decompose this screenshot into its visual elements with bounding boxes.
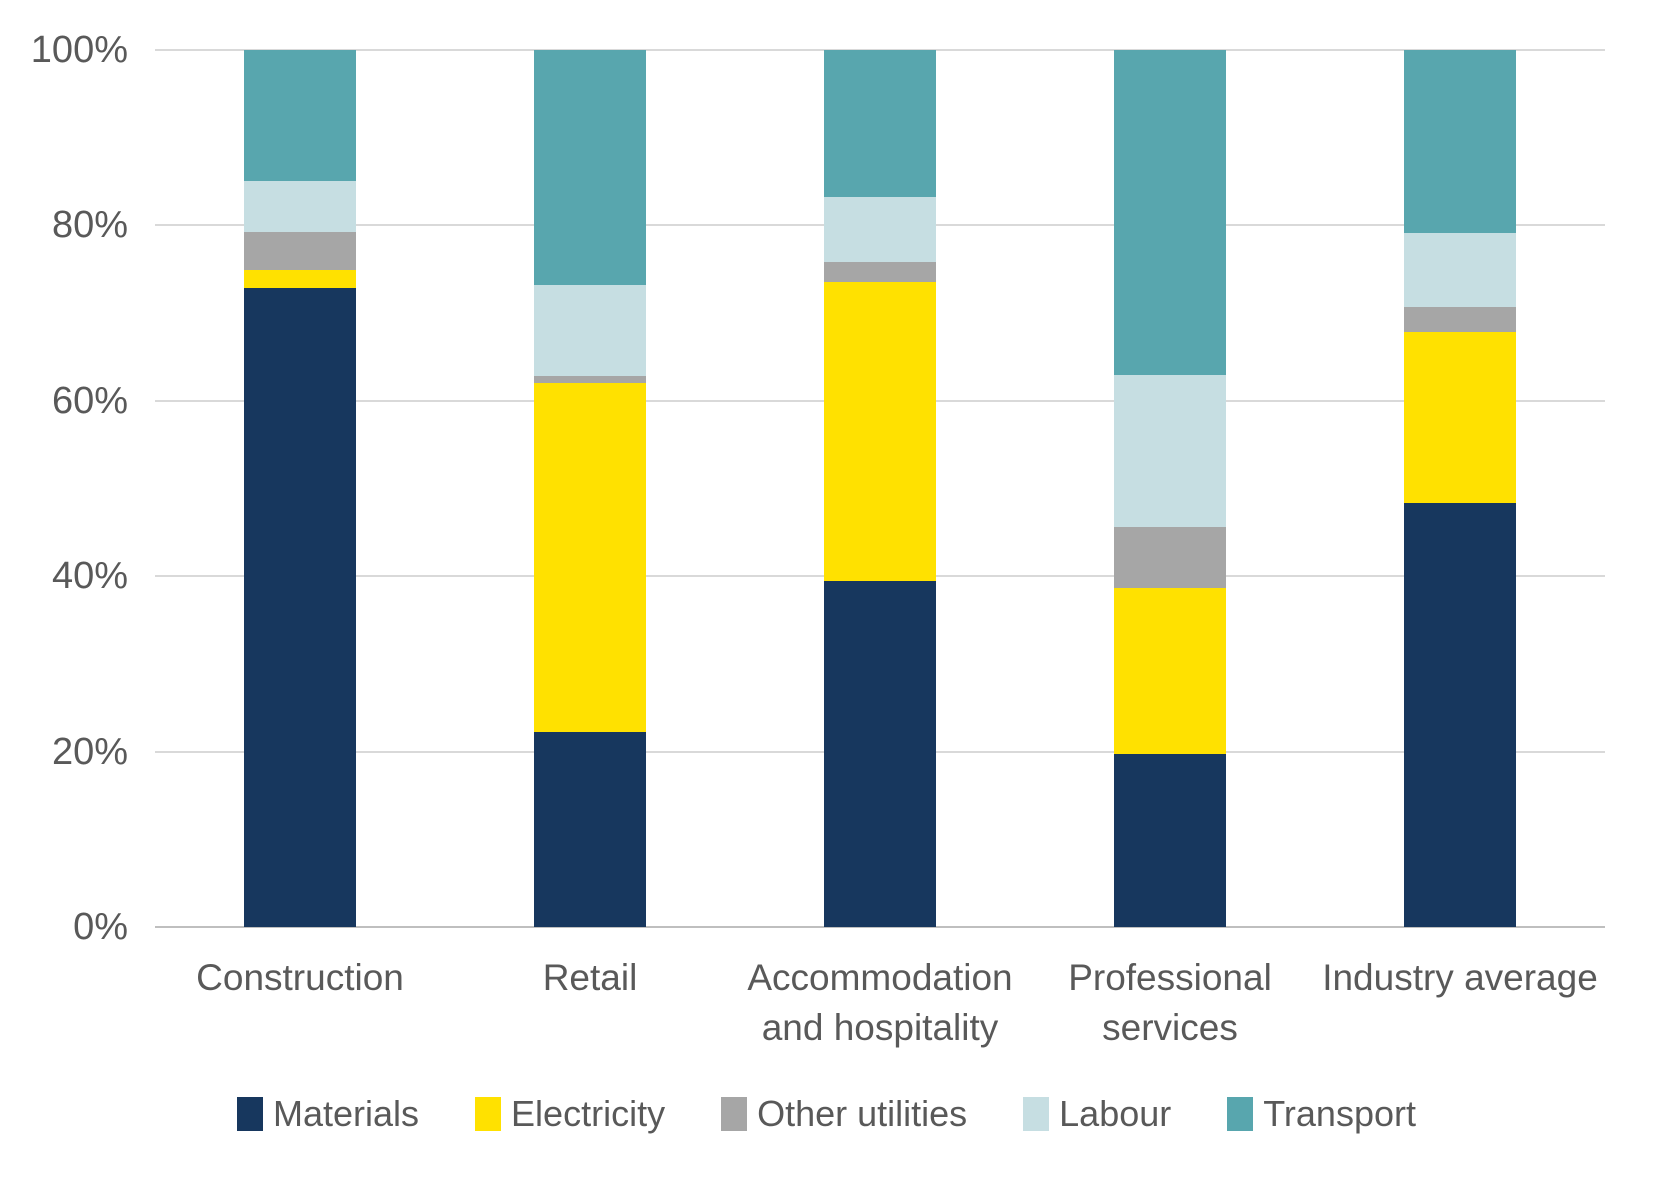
segment-other-utilities (824, 262, 936, 283)
segment-materials (244, 287, 356, 927)
segment-electricity (534, 383, 646, 733)
segment-transport (824, 50, 936, 197)
y-tick-label-20: 20% (51, 730, 128, 773)
y-tick-label-100: 100% (30, 29, 128, 71)
legend-label: Labour (1059, 1093, 1172, 1134)
segment-other-utilities (534, 376, 646, 384)
segment-electricity (1114, 588, 1226, 755)
bar-professional-services (1114, 50, 1226, 927)
segment-other-utilities (1114, 527, 1226, 589)
segment-materials (824, 581, 936, 927)
segment-transport (244, 50, 356, 181)
bar-industry-average (1404, 50, 1516, 927)
legend-swatch-icon (1227, 1097, 1254, 1131)
legend-label: Other utilities (757, 1093, 968, 1134)
y-tick-label-60: 60% (51, 379, 128, 422)
chart-legend: Materials Electricity Other utilities Labou… (0, 1096, 1653, 1132)
segment-labour (1114, 374, 1226, 528)
legend-item-other-utilities: Other utilities (721, 1096, 967, 1132)
x-category-label: Professional services (1068, 957, 1272, 1048)
x-category-label: Retail (542, 957, 638, 998)
bar-accommodation-and-hospitality (824, 50, 936, 927)
y-tick-label-40: 40% (51, 555, 128, 598)
legend-label: Transport (1263, 1093, 1416, 1134)
segment-labour (244, 180, 356, 233)
legend-swatch-icon (475, 1097, 502, 1131)
segment-materials (1404, 502, 1516, 927)
segment-electricity (824, 282, 936, 582)
legend-label: Electricity (511, 1093, 666, 1134)
segment-other-utilities (1404, 307, 1516, 332)
segment-transport (534, 50, 646, 286)
legend-swatch-icon (237, 1097, 263, 1131)
legend-item-electricity: Electricity (475, 1096, 665, 1132)
bar-construction (244, 50, 356, 927)
legend-item-labour: Labour (1023, 1096, 1171, 1132)
segment-electricity (1404, 331, 1516, 503)
legend-label: Materials (273, 1093, 420, 1134)
legend-swatch-icon (1023, 1097, 1050, 1131)
legend-item-transport: Transport (1227, 1096, 1416, 1132)
x-category-label: Construction (196, 957, 404, 998)
segment-electricity (244, 270, 356, 288)
gridline-0 (155, 926, 1605, 928)
segment-materials (1114, 754, 1226, 927)
y-tick-label-0: 0% (73, 906, 128, 948)
x-category-label: Accommodation and hospitality (747, 957, 1013, 1048)
segment-materials (534, 732, 646, 927)
gridline-100 (155, 49, 1605, 51)
segment-labour (1404, 233, 1516, 307)
segment-transport (1114, 50, 1226, 375)
x-category-label: Industry average (1322, 957, 1598, 998)
segment-labour (534, 285, 646, 377)
bar-retail (534, 50, 646, 927)
y-tick-label-80: 80% (51, 204, 128, 247)
segment-labour (824, 196, 936, 263)
segment-transport (1404, 50, 1516, 234)
legend-item-materials: Materials (237, 1096, 419, 1132)
legend-swatch-icon (721, 1097, 748, 1131)
segment-other-utilities (244, 232, 356, 271)
